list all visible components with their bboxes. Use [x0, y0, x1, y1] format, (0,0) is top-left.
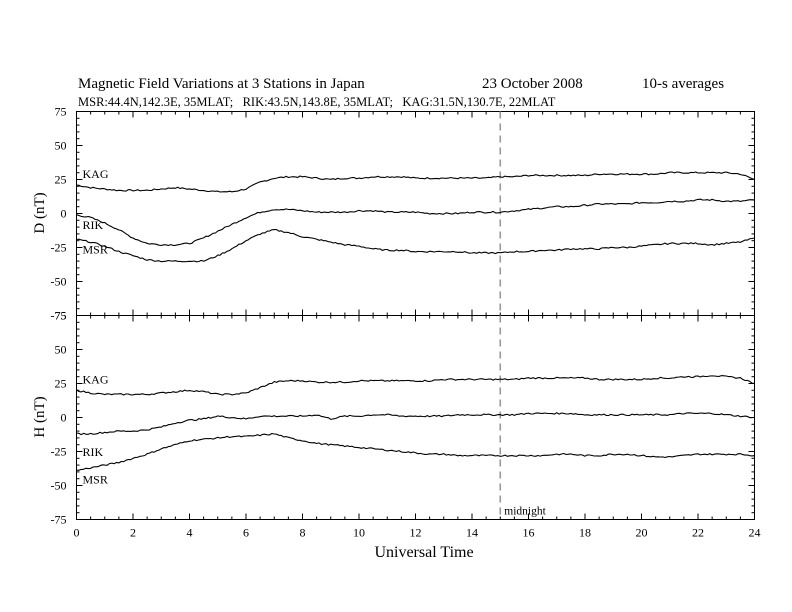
panel-h-ytick-label: -25 — [51, 445, 67, 459]
x-axis-title: Universal Time — [374, 544, 473, 561]
panel-d-ytick-label: 0 — [61, 207, 67, 221]
trace-d-msr — [76, 229, 755, 263]
panel-d-ytick-label: 75 — [55, 105, 67, 119]
series-label-kag: KAG — [83, 372, 109, 386]
panel-h-ytick-label: 50 — [55, 343, 67, 357]
xtick-label: 6 — [243, 526, 249, 540]
panel-d-ylabel: D (nT) — [32, 192, 48, 233]
series-label-rik: RIK — [83, 445, 104, 459]
panel-h-frame — [76, 315, 755, 520]
xtick-label: 14 — [466, 526, 478, 540]
chart-averaging: 10-s averages — [642, 76, 724, 92]
trace-h-msr — [76, 432, 755, 471]
chart-title: Magnetic Field Variations at 3 Stations … — [78, 76, 365, 92]
series-label-msr: MSR — [83, 473, 108, 487]
series-label-msr: MSR — [83, 242, 108, 256]
xtick-label: 18 — [579, 526, 591, 540]
midnight-label: midnight — [504, 506, 546, 518]
panel-d-ytick-label: -50 — [51, 275, 67, 289]
trace-d-rik — [76, 198, 755, 247]
xtick-label: 22 — [692, 526, 704, 540]
xtick-label: 0 — [74, 526, 80, 540]
trace-h-kag — [76, 375, 755, 396]
panel-d-ytick-label: -75 — [51, 309, 67, 323]
xtick-label: 24 — [749, 526, 761, 540]
panel-d-ytick-label: -25 — [51, 241, 67, 255]
xtick-label: 8 — [300, 526, 306, 540]
xtick-label: 12 — [410, 526, 422, 540]
series-label-rik: RIK — [83, 218, 104, 232]
series-label-kag: KAG — [83, 167, 109, 181]
xtick-label: 20 — [636, 526, 648, 540]
panel-h-ytick-label: -50 — [51, 479, 67, 493]
panel-d-frame — [76, 111, 755, 316]
panel-h-ytick-label: -75 — [51, 513, 67, 527]
panel-d-ytick-label: 25 — [55, 173, 67, 187]
trace-d-kag — [76, 171, 755, 193]
xtick-label: 16 — [523, 526, 535, 540]
xtick-label: 2 — [130, 526, 136, 540]
panel-h-ytick-label: 25 — [55, 377, 67, 391]
panel-h-ytick-label: 0 — [61, 411, 67, 425]
panel-h-ytick-label: 75 — [55, 309, 67, 323]
data-traces: KAG RIK MSR midnight KAG RIK MSR — [76, 111, 755, 520]
trace-h-rik — [76, 412, 755, 436]
panel-d-ytick-label: 50 — [55, 139, 67, 153]
stations-info: MSR:44.4N,142.3E, 35MLAT; RIK:43.5N,143.… — [78, 95, 556, 109]
chart-date: 23 October 2008 — [482, 76, 583, 92]
xtick-label: 4 — [187, 526, 193, 540]
xtick-label: 10 — [353, 526, 365, 540]
panel-h-ylabel: H (nT) — [32, 396, 48, 437]
